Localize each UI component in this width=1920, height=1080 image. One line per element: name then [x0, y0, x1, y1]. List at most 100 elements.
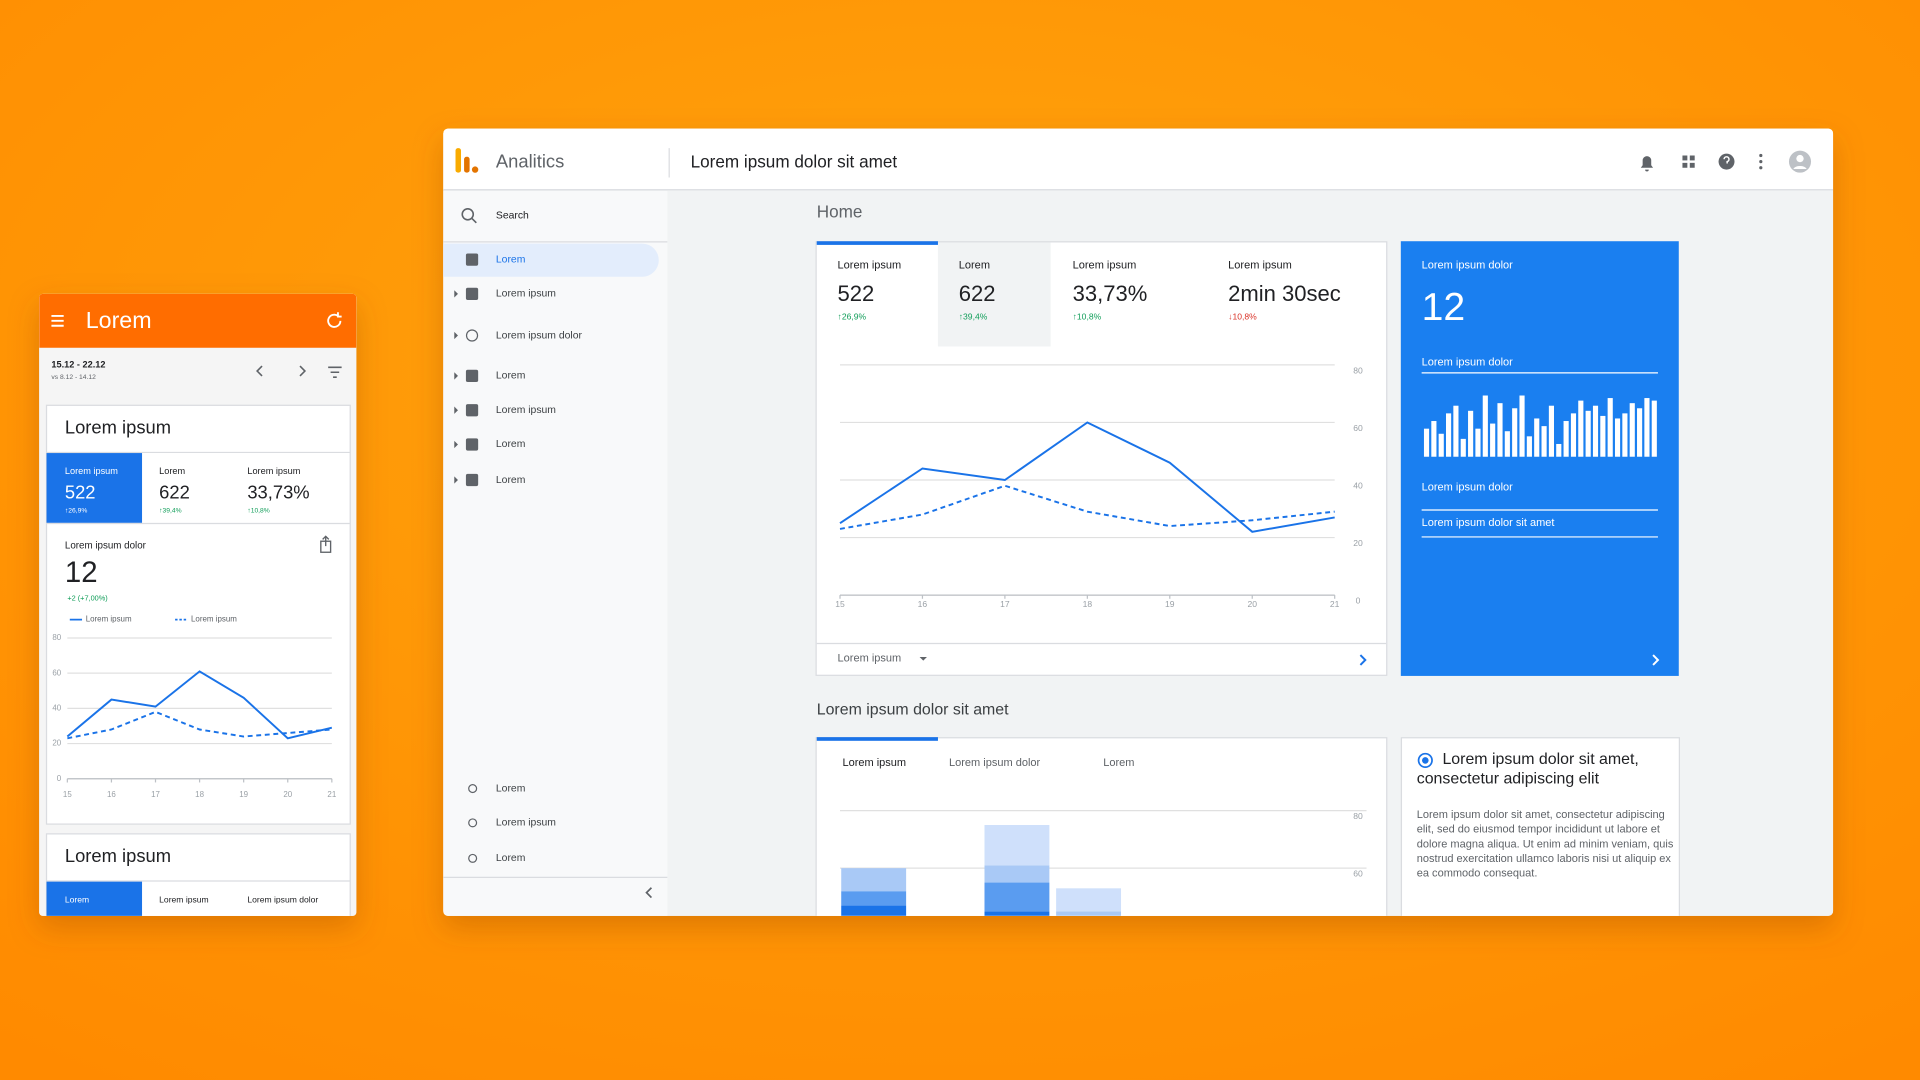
y-tick-label: 60 [52, 668, 61, 677]
apps-button[interactable] [1682, 155, 1695, 168]
nav-item[interactable]: Lorem [496, 783, 525, 794]
kpi-label[interactable]: Lorem [159, 466, 185, 476]
bar [1526, 436, 1532, 457]
expand-arrow[interactable] [454, 476, 458, 484]
nav-icon [468, 853, 478, 863]
bar [1460, 438, 1466, 457]
search-input[interactable]: Search [496, 210, 529, 221]
section-title: Home [817, 202, 863, 222]
nav: Lorem Lorem ipsum Lorem ipsum dolor Lorem Lo… [454, 253, 583, 864]
nav-item[interactable]: Lorem ipsum [496, 818, 556, 829]
tab[interactable]: Lorem ipsum [159, 894, 209, 904]
y-tick-label: 80 [1353, 365, 1363, 375]
tab[interactable]: Lorem [1103, 757, 1134, 769]
card-row[interactable]: Lorem ipsum dolor [1422, 481, 1514, 493]
share-button[interactable] [320, 535, 332, 553]
bar [1504, 431, 1510, 457]
bar-segment [841, 905, 907, 916]
expand-arrow[interactable] [454, 406, 458, 414]
expand-arrow[interactable] [454, 440, 458, 449]
card-value: 12 [1422, 286, 1466, 329]
next-button[interactable] [299, 365, 307, 377]
bar [1563, 421, 1569, 457]
y-tick-label: 40 [1353, 480, 1363, 490]
bar [1490, 423, 1496, 457]
blue-card [1400, 241, 1679, 676]
expand-arrow[interactable] [454, 331, 458, 340]
nav-icon [465, 329, 479, 342]
nav-item[interactable]: Lorem ipsum dolor [496, 330, 583, 341]
collapse-button[interactable] [645, 887, 653, 899]
x-tick-label: 16 [918, 599, 928, 609]
bar [1423, 428, 1430, 457]
nav-item[interactable]: Lorem [496, 853, 525, 864]
card-link[interactable] [1359, 654, 1367, 666]
nav-item[interactable]: Lorem ipsum [496, 405, 556, 416]
bar-segment [1056, 888, 1122, 912]
bar [1585, 410, 1591, 457]
x-tick-label: 15 [63, 790, 72, 799]
kpi-label[interactable]: Lorem ipsum [1228, 260, 1292, 272]
tab[interactable]: Lorem [65, 894, 89, 904]
card-row[interactable]: Lorem ipsum dolor sit amet [1422, 517, 1555, 529]
kpi-change: ↑39,4% [959, 311, 988, 321]
tab[interactable]: Lorem ipsum dolor [949, 757, 1041, 769]
nav-item[interactable]: Lorem [496, 439, 525, 450]
y-tick-label: 0 [57, 774, 62, 783]
tab[interactable]: Lorem ipsum [842, 757, 906, 769]
nav-item[interactable]: Lorem ipsum [496, 289, 556, 300]
prev-button[interactable] [256, 365, 263, 377]
bar [1548, 405, 1554, 457]
x-tick-label: 21 [327, 790, 336, 799]
insight-icon [1417, 752, 1433, 768]
refresh-icon[interactable] [327, 312, 342, 328]
dropdown-arrow[interactable] [919, 656, 927, 661]
account-button[interactable] [1788, 150, 1812, 173]
bar [1519, 395, 1525, 457]
legend: Lorem ipsum Lorem ipsum [69, 615, 237, 624]
bar-segment [984, 865, 1050, 883]
menu-icon[interactable] [51, 314, 64, 327]
kpi-row: Lorem ipsum 522 ↑26,9% Lorem 622 ↑39,4% Lorem … [65, 466, 310, 515]
metric-label: Lorem ipsum dolor [65, 541, 147, 552]
bar [1475, 428, 1481, 457]
y-tick-label: 60 [1353, 423, 1363, 433]
dropdown[interactable]: Lorem ipsum [838, 653, 902, 665]
bar [1622, 413, 1628, 457]
tab-selected[interactable] [46, 881, 143, 931]
kpi-label[interactable]: Lorem ipsum [838, 260, 902, 272]
date-range[interactable]: 15.12 - 22.12 [51, 359, 105, 369]
nav-item[interactable]: Lorem [496, 475, 525, 486]
kpi-tab-selected[interactable] [46, 453, 143, 523]
y-tick-label: 40 [52, 703, 61, 712]
expand-arrow[interactable] [454, 290, 458, 298]
mobile-app: Lorem 15.12 - 22.12 vs 8.12 - 14.12 Lore… [39, 293, 357, 931]
metric-change: +2 (+7,00%) [67, 594, 107, 603]
x-tick-label: 19 [1165, 599, 1175, 609]
x-tick-label: 20 [283, 790, 292, 799]
kpi-label[interactable]: Lorem [959, 260, 990, 272]
filter-button[interactable] [328, 366, 342, 378]
bar [1637, 408, 1643, 457]
bar [1534, 418, 1540, 457]
expand-arrow[interactable] [454, 372, 458, 380]
x-tick-label: 18 [195, 790, 204, 799]
nav-icon [468, 784, 478, 794]
card-link[interactable] [1652, 654, 1660, 666]
nav-item[interactable]: Lorem [496, 371, 525, 382]
bar [1482, 395, 1488, 457]
card-label: Lorem ipsum dolor [1422, 260, 1514, 272]
nav-item[interactable]: Lorem [496, 254, 525, 265]
kpi-label[interactable]: Lorem ipsum [1073, 260, 1137, 272]
x-tick-label: 17 [151, 790, 160, 799]
notifications-button[interactable] [1640, 156, 1654, 172]
bar [1570, 413, 1577, 457]
more-button[interactable] [1759, 153, 1763, 170]
tab[interactable]: Lorem ipsum dolor [247, 894, 318, 904]
insight-card [1400, 737, 1681, 916]
kpi-label[interactable]: Lorem ipsum [65, 466, 118, 476]
desktop-app: Analitics Lorem ipsum dolor sit amet Se [443, 128, 1834, 916]
bar [1592, 405, 1599, 457]
bar [1651, 400, 1657, 457]
kpi-label[interactable]: Lorem ipsum [247, 466, 300, 476]
